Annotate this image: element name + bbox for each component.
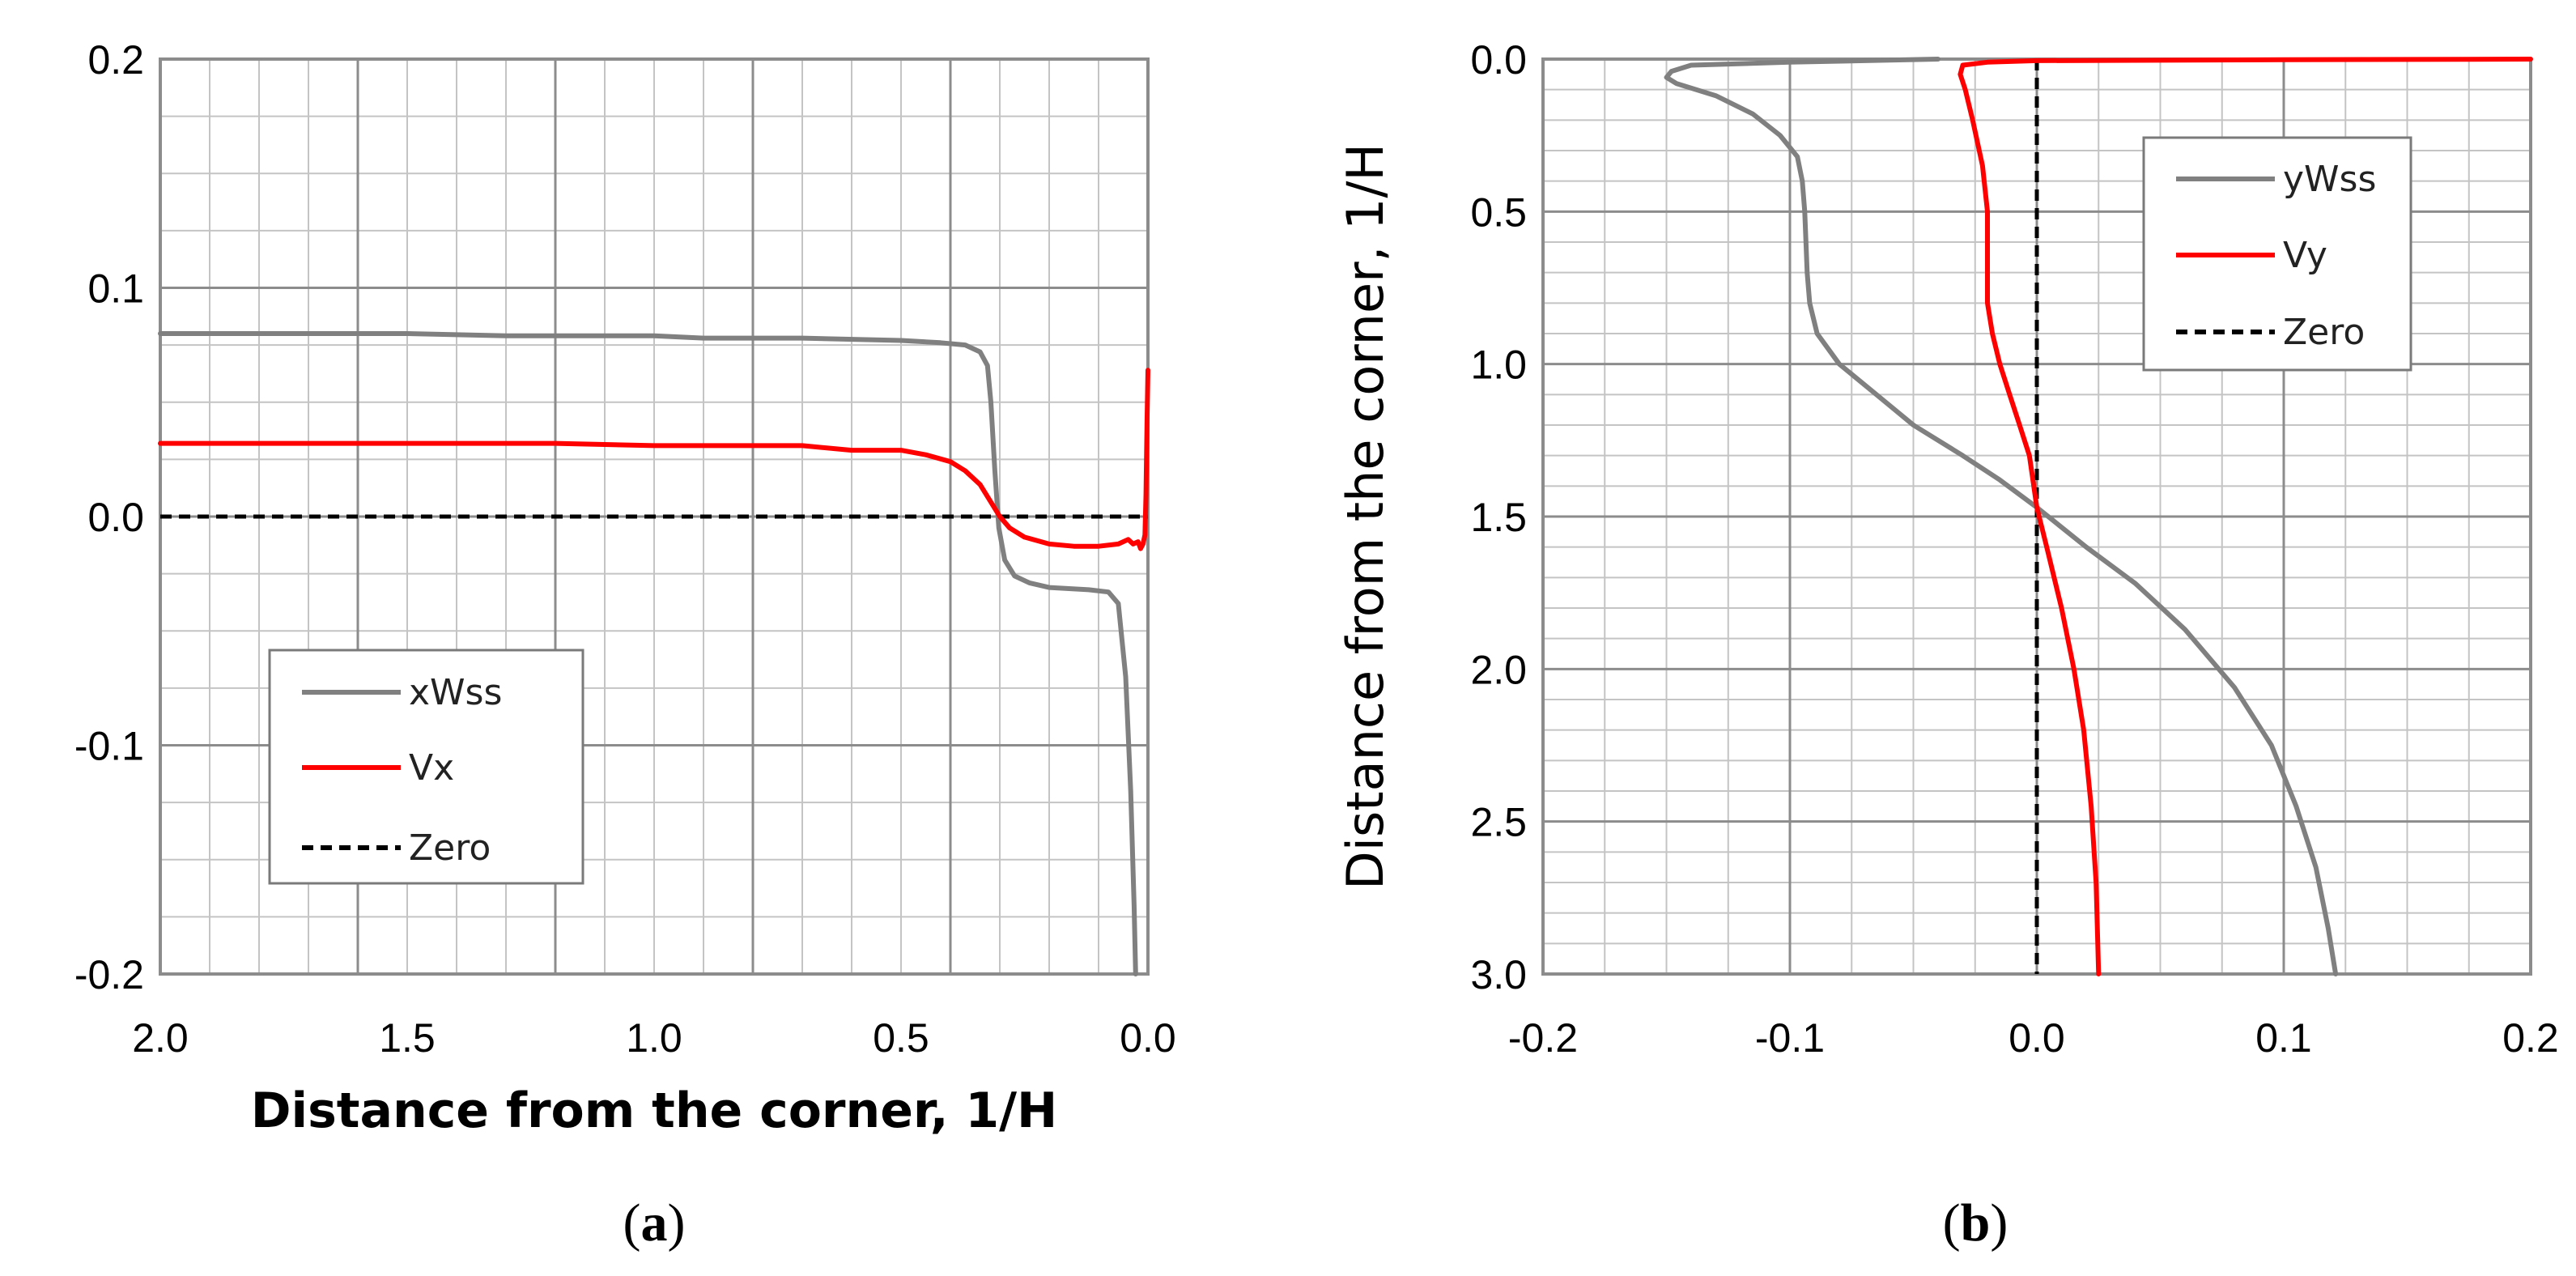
chart-b-series (1664, 57, 2533, 976)
chart-b-y-tick-label: 1.5 (1470, 495, 1527, 540)
chart-b-legend-label-vy: Vy (2283, 235, 2327, 276)
chart-a-y-tick-label: 0.1 (87, 266, 144, 312)
chart-a-legend-label-zero: Zero (409, 827, 491, 869)
chart-a-x-tick-labels: 2.0 1.5 1.0 0.5 0.0 (132, 1015, 1176, 1061)
chart-b-x-tick-label: 0.1 (2255, 1015, 2312, 1061)
chart-a-legend-label-xwss: xWss (409, 672, 502, 713)
chart-b-y-tick-label: 2.5 (1470, 800, 1527, 845)
chart-b-y-tick-label: 3.0 (1470, 952, 1527, 997)
chart-a: 2.0 1.5 1.0 0.5 0.0 0.2 0.1 0.0 -0.1 -0.2 xWss V… (74, 37, 1176, 1253)
chart-a-x-tick-label: 2.0 (132, 1015, 189, 1061)
chart-b-y-tick-labels: 0.0 0.5 1.0 1.5 2.0 2.5 3.0 (1470, 37, 1527, 997)
chart-a-x-tick-label: 0.5 (873, 1015, 929, 1061)
chart-b-y-tick-label: 0.0 (1470, 37, 1527, 83)
chart-a-series-vx (158, 368, 1150, 551)
chart-b: -0.2 -0.1 0.0 0.1 0.2 0.00.51.01.52.02.53.0 … (1336, 37, 2559, 1253)
chart-a-caption: (a) (623, 1193, 686, 1253)
chart-a-y-tick-label: 0.2 (87, 37, 144, 83)
chart-b-y-tick-label: 2.0 (1470, 647, 1527, 692)
chart-b-legend-label-ywss: yWss (2283, 159, 2376, 200)
chart-b-x-tick-label: -0.2 (1508, 1015, 1578, 1061)
chart-b-legend-label-zero: Zero (2283, 312, 2365, 353)
chart-a-x-tick-label: 1.0 (626, 1015, 682, 1061)
chart-a-series (158, 331, 1150, 976)
chart-b-y-tick-label: 0.5 (1470, 189, 1527, 235)
chart-a-x-tick-label: 0.0 (1120, 1015, 1176, 1061)
chart-b-y-axis-label: Distance from the corner, 1/H (1336, 143, 1395, 890)
chart-b-legend: yWss Vy Zero (2142, 136, 2412, 372)
chart-a-series-xwss (158, 331, 1138, 976)
chart-b-series-vy (1958, 57, 2533, 976)
chart-b-x-tick-label: -0.1 (1755, 1015, 1825, 1061)
chart-a-x-tick-label: 1.5 (379, 1015, 436, 1061)
chart-a-legend-label-vx: Vx (409, 747, 454, 789)
chart-a-y-tick-label: 0.0 (87, 495, 144, 540)
chart-b-x-tick-label: 0.0 (2009, 1015, 2065, 1061)
chart-a-legend: xWss Vx Zero (268, 649, 584, 885)
chart-a-x-axis-label: Distance from the corner, 1/H (251, 1082, 1058, 1139)
chart-a-y-tick-labels: 0.2 0.1 0.0 -0.1 -0.2 (74, 37, 144, 997)
chart-a-caption-letter: a (641, 1193, 668, 1253)
chart-b-y-tick-label: 1.0 (1470, 342, 1527, 388)
chart-b-x-tick-labels: -0.2 -0.1 0.0 0.1 0.2 (1508, 1015, 2559, 1061)
chart-b-series-ywss (1664, 57, 2339, 976)
chart-b-caption-letter: b (1961, 1193, 1991, 1253)
chart-a-y-tick-label: -0.2 (74, 952, 144, 997)
chart-b-caption: (b) (1943, 1193, 2009, 1253)
chart-a-y-tick-label: -0.1 (74, 724, 144, 769)
chart-b-x-tick-label: 0.2 (2502, 1015, 2559, 1061)
